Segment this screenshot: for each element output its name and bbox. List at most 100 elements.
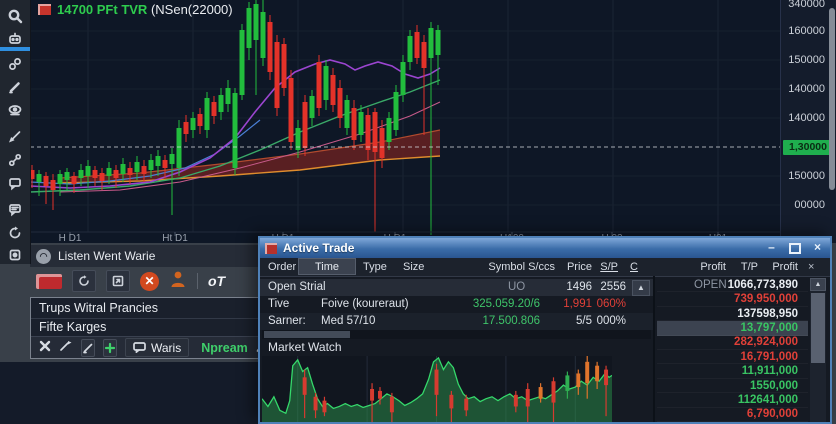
add-button[interactable] (103, 338, 117, 357)
maximize-button[interactable] (786, 240, 803, 255)
tools-toolbar: Waris Npream (31, 336, 267, 358)
nodes-icon[interactable] (0, 150, 30, 170)
profit-value: 11,911,000 (741, 365, 798, 378)
profit-row[interactable]: 112641,000 (657, 393, 808, 408)
profit-value: 13,797,000 (740, 321, 798, 334)
profit-row[interactable]: OPEN 1066,773,890 (657, 278, 808, 293)
search-icon[interactable] (0, 6, 30, 26)
chart-ticker: 14700 PFt TVR (NSen(22000) (38, 2, 233, 17)
marker-icon[interactable] (0, 77, 30, 97)
scrollbar-thumb[interactable] (811, 293, 825, 363)
row-symbol: UO (508, 281, 526, 293)
col-type[interactable]: Type (363, 261, 387, 273)
col-price[interactable]: Price (566, 261, 592, 273)
row-sp: 000% (596, 315, 626, 327)
image-icon[interactable] (0, 245, 30, 265)
tools-panel: Trups Witral Prancies Fifte Karges Waris… (30, 297, 267, 359)
listen-panel-header[interactable]: ◠ Listen Went Warie (30, 245, 262, 267)
row-type: Med 57/10 (321, 315, 376, 327)
table-header: Order Time Type Size Symbol S/ccs Price … (260, 258, 830, 277)
profit-row[interactable]: 282,924,000 (657, 336, 808, 351)
profit-column: OPEN 1066,773,890 739,950,000 137598,950 13,… (657, 278, 808, 423)
export-button[interactable] (106, 270, 130, 292)
price-tick-label: 160000 (788, 25, 825, 37)
chart-vertical-scrollbar[interactable] (829, 8, 835, 190)
market-watch-chart[interactable] (262, 356, 612, 422)
col-time[interactable]: Time (298, 258, 356, 275)
tools-row-1[interactable]: Trups Witral Prancies (31, 298, 261, 319)
brush-icon[interactable] (0, 126, 30, 146)
table-row[interactable]: Open Strial UO 1496 2556 ▲ (260, 279, 653, 296)
row-value: 325.059.20/6 (472, 298, 540, 310)
divider (197, 273, 198, 289)
pane-divider (653, 276, 655, 422)
close-button[interactable]: × (813, 240, 821, 254)
pen-flag-icon[interactable] (59, 339, 73, 357)
brand-badge[interactable] (36, 273, 62, 289)
quick-icon-row: ✕ oT (30, 268, 262, 294)
price-tick-label: 00000 (794, 199, 825, 211)
col-cl[interactable]: C (630, 261, 638, 273)
robot-icon[interactable] (0, 29, 30, 49)
price-axis: 340000 160000 150000 140000 140000 150000 0000… (780, 0, 836, 243)
note-icon[interactable]: oT (208, 273, 226, 289)
window-titlebar[interactable]: Active Trade – × (260, 238, 830, 259)
row-spinner[interactable]: ▲ (632, 280, 650, 296)
table-row[interactable]: Sarner: Med 57/10 17.500.806 5/5 000% (260, 313, 653, 330)
minimize-button[interactable]: – (768, 240, 775, 254)
col-profit-2[interactable]: Profit (772, 261, 798, 273)
vertical-scrollbar[interactable]: ▲ (810, 278, 826, 422)
chat-icon[interactable] (0, 173, 30, 193)
horizontal-scrollbar[interactable] (262, 330, 651, 339)
close-circle-icon[interactable]: ✕ (140, 271, 159, 291)
history-icon[interactable] (0, 223, 30, 243)
link-icon[interactable] (0, 54, 30, 74)
col-tp[interactable]: T/P (740, 261, 758, 273)
profit-row[interactable]: 13,797,000 (657, 321, 808, 336)
sidebar-toolbar (0, 0, 31, 264)
tools-row-2[interactable]: Fifte Karges (39, 320, 107, 334)
waris-label: Waris (151, 340, 182, 355)
price-tick-label: 150000 (788, 170, 825, 182)
panel-close-icon[interactable]: × (808, 261, 815, 273)
scroll-up-arrow[interactable]: ▲ (810, 278, 826, 291)
sync-button[interactable] (72, 270, 96, 292)
profit-row[interactable]: 11,911,000 (657, 364, 808, 379)
bottom-dark-area (0, 362, 262, 424)
scrollbar-thumb[interactable] (264, 331, 350, 338)
col-profit-1[interactable]: Profit (700, 261, 726, 273)
waris-button[interactable]: Waris (125, 338, 190, 357)
row-order: Sarner: (268, 315, 306, 327)
row-type: Foive (koureraut) (321, 298, 409, 310)
profit-row[interactable]: 1550,000 (657, 379, 808, 394)
eye-icon[interactable] (0, 100, 30, 120)
user-icon[interactable] (169, 269, 187, 293)
col-symbol[interactable]: Symbol S/ccs (488, 261, 555, 273)
profit-row[interactable]: 137598,950 (657, 307, 808, 322)
row-order: Tive (268, 298, 290, 310)
profit-value: 282,924,000 (734, 336, 798, 349)
profit-row[interactable]: 6,790,000 (657, 408, 808, 423)
window-title: Active Trade (283, 241, 355, 255)
profit-value: 739,950,000 (734, 293, 798, 306)
row-value: 17.500.806 (482, 315, 540, 327)
price-tick-label: 140000 (788, 112, 825, 124)
npream-button[interactable]: Npream (201, 340, 248, 355)
active-tool-indicator (0, 47, 30, 51)
profit-value: 1066,773,890 (727, 278, 798, 291)
delete-icon[interactable] (39, 339, 51, 357)
pencil-button[interactable] (81, 338, 95, 357)
chat-lines-icon[interactable] (0, 199, 30, 219)
col-order[interactable]: Order (268, 261, 297, 273)
col-sp[interactable]: S/P (600, 261, 618, 273)
profit-value: 112641,000 (737, 393, 798, 406)
profit-row[interactable]: 739,950,000 (657, 292, 808, 307)
profit-open-label: OPEN (694, 278, 727, 291)
profit-row[interactable]: 16,791,000 (657, 350, 808, 365)
row-sp: 060% (596, 298, 626, 310)
table-row[interactable]: Tive Foive (koureraut) 325.059.20/6 1,99… (260, 296, 653, 313)
col-size[interactable]: Size (403, 261, 425, 273)
